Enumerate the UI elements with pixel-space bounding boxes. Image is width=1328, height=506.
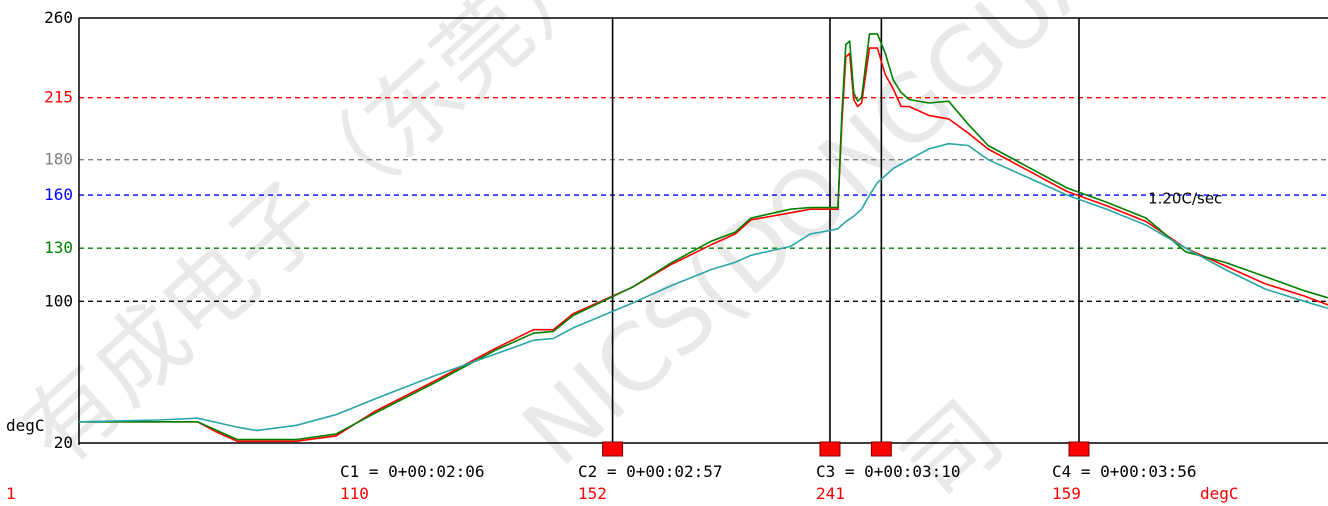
series-line-2 [79, 33, 1328, 441]
cursor-markers [602, 441, 1090, 457]
y-tick-labels: 260 215 180 160 130 100 20 degC [6, 8, 73, 452]
y-tick-label-130: 130 [44, 238, 73, 257]
y-unit-label: degC [6, 416, 45, 435]
y-tick-label-260: 260 [44, 8, 73, 27]
footer-unit-label: degC [1200, 484, 1239, 503]
plot-frame [78, 17, 1328, 445]
y-tick-label-20: 20 [54, 433, 73, 452]
cursor-time-label-2: C2 = 0+00:02:57 [578, 462, 723, 481]
cursor-readouts: C1 = 0+00:02:06 110 C2 = 0+00:02:57 152 C3 =… [6, 462, 1239, 503]
cursor-value-1: 110 [340, 484, 369, 503]
channel-label: 1 [6, 484, 16, 503]
cursor-time-label-3: C3 = 0+00:03:10 [816, 462, 961, 481]
y-tick-label-180: 180 [44, 150, 73, 169]
cursor-marker-3 [870, 441, 892, 457]
watermark: 有成电子（东莞）有限 NICS(DONGGUAN)CO., 司 [3, 0, 1328, 506]
y-tick-label-160: 160 [44, 185, 73, 204]
cursor-time-label-4: C4 = 0+00:03:56 [1052, 462, 1197, 481]
cursor-marker-4 [1068, 441, 1090, 457]
cursor-value-3: 241 [816, 484, 845, 503]
cooling-rate-annotation: 1.20C/sec [1148, 190, 1222, 208]
y-tick-label-100: 100 [44, 291, 73, 310]
cursor-value-2: 152 [578, 484, 607, 503]
cursor-time-label-1: C1 = 0+00:02:06 [340, 462, 485, 481]
y-tick-label-215: 215 [44, 88, 73, 107]
cursor-value-4: 159 [1052, 484, 1081, 503]
series-lines [78, 33, 1328, 443]
cursor-marker-1 [602, 441, 624, 457]
series-line-3 [78, 142, 1328, 432]
cursor-marker-2 [819, 441, 841, 457]
